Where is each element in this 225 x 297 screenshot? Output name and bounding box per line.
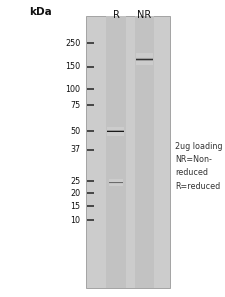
Bar — [107, 131, 124, 132]
Text: 75: 75 — [70, 101, 80, 110]
Text: 20: 20 — [70, 189, 80, 198]
Bar — [107, 135, 124, 136]
Bar — [135, 61, 152, 62]
Bar — [107, 132, 124, 133]
Bar — [134, 16, 153, 288]
Bar — [107, 133, 124, 134]
Bar — [107, 127, 124, 128]
Text: kDa: kDa — [29, 7, 52, 18]
Text: 25: 25 — [70, 177, 80, 186]
Bar — [135, 58, 152, 59]
Text: 250: 250 — [65, 39, 80, 48]
Text: 50: 50 — [70, 127, 80, 136]
Text: 37: 37 — [70, 146, 80, 154]
Bar — [135, 59, 152, 60]
Text: NR: NR — [136, 10, 151, 20]
Text: 100: 100 — [65, 85, 80, 94]
Bar — [135, 60, 152, 61]
Text: 150: 150 — [65, 62, 80, 71]
Bar — [135, 55, 152, 56]
Bar — [135, 56, 152, 57]
Text: R: R — [112, 10, 119, 20]
Bar — [86, 16, 169, 288]
Bar — [135, 62, 152, 63]
Text: 2ug loading
NR=Non-
reduced
R=reduced: 2ug loading NR=Non- reduced R=reduced — [174, 142, 222, 191]
Bar — [135, 53, 152, 54]
Bar — [135, 63, 152, 64]
Bar — [106, 16, 125, 288]
Bar — [107, 129, 124, 130]
Bar — [135, 57, 152, 58]
Bar — [107, 130, 124, 131]
Bar — [107, 128, 124, 129]
Text: 10: 10 — [70, 216, 80, 225]
Bar — [135, 64, 152, 65]
Text: 15: 15 — [70, 202, 80, 211]
Bar — [135, 54, 152, 55]
